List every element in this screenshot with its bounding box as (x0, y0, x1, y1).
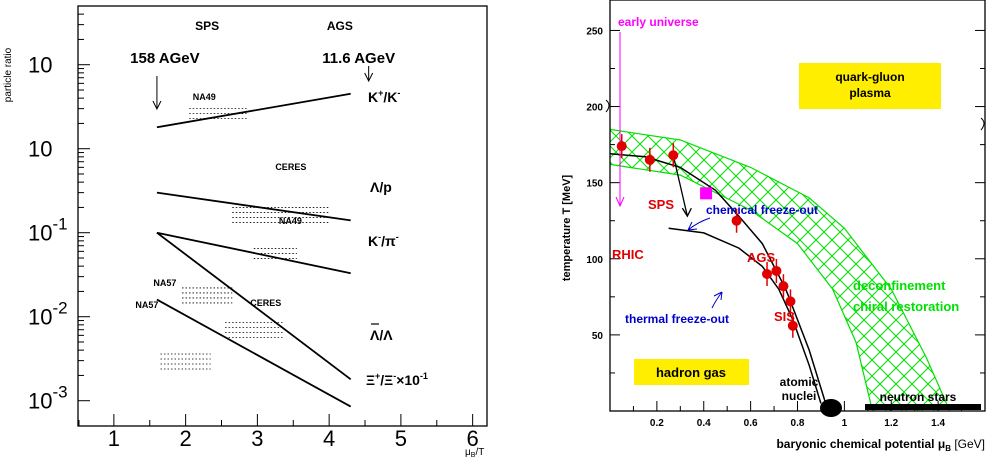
freezeout-transition-arrow (672, 155, 688, 217)
series-line (156, 191, 351, 222)
early-universe-label: early universe (618, 15, 699, 29)
rhic-label: RHIC (612, 247, 644, 262)
freezeout-point (787, 320, 798, 331)
right-y-tick-label: 150 (586, 179, 603, 190)
left-x-axis-label: μB/T (465, 447, 484, 459)
freezeout-point (778, 281, 789, 292)
neutron-stars-bar (865, 404, 981, 410)
right-x-tick-label: 0.4 (697, 418, 711, 429)
freezeout-point (762, 269, 773, 279)
atomic-nuclei-label-1: atomic (780, 375, 819, 389)
right-y-tick-label: 100 (586, 255, 603, 266)
left-y-tick-label: 10-1 (28, 215, 68, 246)
freezeout-point (771, 265, 782, 276)
thermal-freezeout-curve (668, 227, 822, 404)
right-x-tick-label: 1.4 (931, 418, 945, 429)
right-y-tick-label: 250 (586, 26, 603, 37)
experiment-label: CERES (275, 162, 306, 172)
left-y-axis-label: particle ratio (3, 47, 14, 102)
chemical-freezeout-curve (609, 152, 829, 412)
qgp-box (799, 63, 941, 109)
accelerator-label: AGS (327, 19, 353, 33)
energy-arrowhead (152, 100, 162, 111)
series-label-antilambda-lambda: Λ/Λ (370, 327, 393, 343)
accelerator-label: SPS (195, 19, 219, 33)
right-y-axis-label: temperature T [MeV] (561, 174, 573, 281)
left-y-tick-label: 10 (28, 137, 52, 162)
experiment-label: NA49 (279, 216, 302, 226)
hadron-gas-box (634, 359, 749, 385)
left-y-tick-label: 10-2 (28, 299, 68, 330)
experiment-label: NA57 (135, 300, 158, 310)
atomic-nuclei-label-2: nuclei (782, 389, 817, 403)
series-label-xi-ratio: Ξ+/Ξ-×10-1 (366, 371, 428, 388)
early-universe-arrowhead (615, 196, 625, 208)
thermal-freezeout-label: thermal freeze-out (625, 312, 729, 326)
experiment-label: CERES (250, 298, 281, 308)
energy-arrowhead (364, 72, 374, 83)
axis-break-left (605, 99, 610, 113)
left-y-tick-label: 10 (28, 53, 52, 78)
right-y-tick-label: 200 (586, 103, 603, 114)
freezeout-point (644, 154, 655, 165)
series-line (156, 231, 351, 275)
right-x-tick-label: 1.2 (884, 418, 898, 429)
crossover-band-fill (610, 129, 950, 411)
deconfinement-label: deconfinement (853, 278, 946, 293)
right-x-tick-label: 0.2 (650, 418, 664, 429)
right-x-axis-label: baryonic chemical potential μB [GeV] (776, 437, 985, 453)
sps-label: SPS (648, 197, 674, 212)
neutron-stars-label: neutron stars (880, 390, 957, 404)
left-y-tick-label: 10-3 (28, 383, 68, 414)
beam-energy-label: 158 AGeV (130, 50, 200, 67)
series-line (156, 92, 351, 129)
left-chart: particle ratio 1 2 3 4 5 6 10 10 10-1 10-2 10-3 μ… (3, 5, 488, 459)
freezeout-point (785, 296, 796, 307)
right-x-tick-label: 0.8 (791, 418, 805, 429)
left-x-tick-label: 2 (180, 426, 192, 451)
qgp-label-line2: plasma (849, 86, 891, 100)
left-x-tick-label: 4 (323, 426, 335, 451)
chemical-freezeout-label: chemical freeze-out (706, 203, 818, 217)
qgp-label-line1: quark-gluon (835, 70, 904, 84)
right-x-tick-label: 0.6 (744, 418, 758, 429)
chemical-freezeout-arrow (687, 217, 711, 231)
left-x-tick-label: 1 (108, 426, 120, 451)
crossover-band-lower-edge (609, 163, 874, 412)
thermal-freezeout-arrow (711, 291, 723, 309)
right-x-tick-label: 1 (842, 418, 848, 429)
left-x-tick-label: 6 (467, 426, 479, 451)
crossover-band-upper-edge (609, 128, 951, 412)
freezeout-point (731, 215, 742, 226)
right-chart: 0.2 0.4 0.6 0.8 1 1.2 1.4 50 100 150 200 250 temper… (561, 0, 986, 453)
right-y-tick-label: 50 (592, 331, 604, 342)
square-point (700, 187, 713, 200)
axis-break-right (980, 117, 985, 131)
series-line (156, 298, 352, 408)
freezeout-point (668, 150, 679, 161)
hadron-gas-label: hadron gas (656, 365, 726, 380)
series-label-k-plus-k-minus: K+/K- (368, 88, 400, 105)
beam-energy-label: 11.6 AGeV (322, 50, 395, 67)
experiment-label: NA49 (193, 92, 216, 102)
freezeout-transition-arrowhead (681, 207, 692, 218)
experiment-label: NA57 (153, 278, 176, 288)
series-label-lambda-p: Λ/p (370, 179, 392, 195)
freezeout-point (616, 141, 627, 152)
left-x-tick-label: 3 (251, 426, 263, 451)
series-label-k-minus-pi-minus: K-/π- (368, 232, 399, 249)
left-plot-frame (77, 5, 488, 427)
chiral-restoration-label: chiral restoration (853, 299, 959, 314)
left-x-tick-label: 5 (395, 426, 407, 451)
series-line (156, 231, 352, 381)
ags-label: AGS (747, 250, 776, 265)
atomic-nuclei-blob (820, 399, 842, 417)
